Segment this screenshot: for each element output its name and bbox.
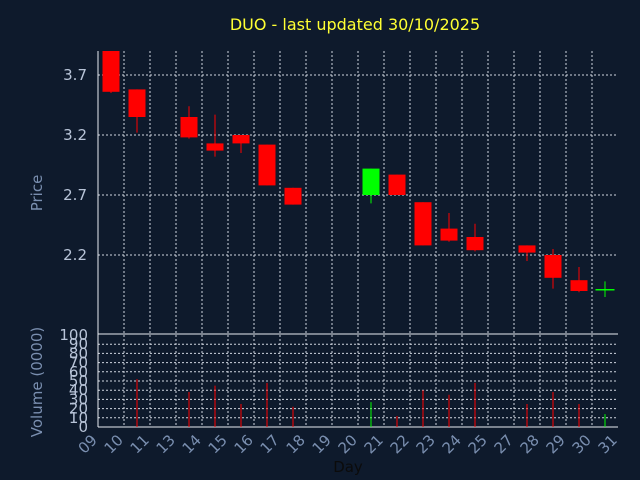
plot-frame xyxy=(97,51,618,428)
price-tick-label: 2.2 xyxy=(63,246,87,264)
volume-tick-label: 70 xyxy=(69,354,88,372)
candle-body xyxy=(258,144,276,186)
volume-grid xyxy=(98,335,618,427)
chart-title: DUO - last updated 30/10/2025 xyxy=(230,15,480,34)
candle-body xyxy=(206,143,224,151)
price-tick-label: 3.2 xyxy=(63,126,87,144)
volume-tick-label: 50 xyxy=(69,372,88,390)
volume-tick-label: 0 xyxy=(78,418,88,436)
candle-body xyxy=(388,174,406,195)
x-axis-label: Day xyxy=(333,458,363,476)
candle-body xyxy=(570,280,588,291)
volume-bars xyxy=(136,379,606,427)
price-axis-label: Price xyxy=(28,175,46,212)
volume-tick-label: 90 xyxy=(69,335,88,353)
candle-body xyxy=(466,237,484,251)
volume-tick-label: 40 xyxy=(69,381,88,399)
price-tick-label: 3.7 xyxy=(63,66,87,84)
price-grid xyxy=(98,51,618,333)
volume-tick-label: 20 xyxy=(69,400,88,418)
candle-body xyxy=(128,89,146,117)
candle-body xyxy=(518,245,536,253)
candles xyxy=(102,51,615,297)
candle-body xyxy=(544,255,562,278)
volume-tick-label: 80 xyxy=(69,344,88,362)
volume-tick-label: 60 xyxy=(69,363,88,381)
candle-body xyxy=(284,187,302,205)
candle-body xyxy=(232,135,250,144)
candle-body xyxy=(414,202,432,246)
candle-body xyxy=(362,168,380,195)
candle-body xyxy=(102,51,120,92)
volume-axis-label: Volume (0000) xyxy=(28,327,46,437)
price-tick-labels: 2.2 2.7 3.2 3.7 xyxy=(63,66,87,264)
price-tick-label: 2.7 xyxy=(63,186,87,204)
candle-body xyxy=(440,228,458,241)
volume-tick-label: 100 xyxy=(59,326,88,344)
candle-body xyxy=(180,117,198,138)
volume-tick-label: 30 xyxy=(69,390,88,408)
volume-tick-label: 10 xyxy=(69,409,88,427)
